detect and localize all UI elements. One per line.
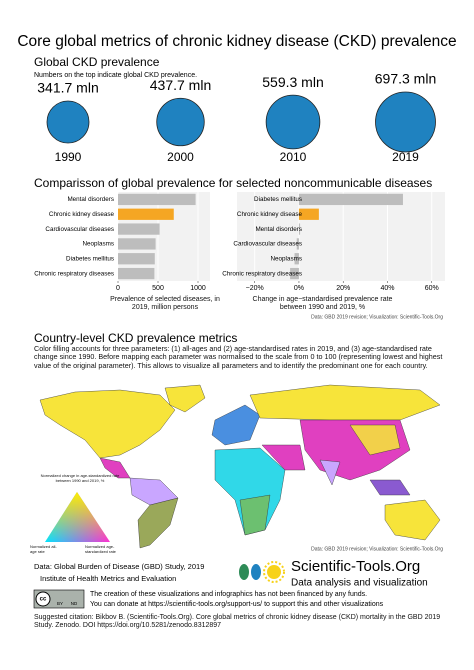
map-description: Color filling accounts for three paramet… — [34, 344, 443, 370]
source: Data: Global Burden of Disease (GBD) Stu… — [34, 562, 204, 571]
x-tick-label: −20% — [246, 285, 264, 292]
bar — [298, 193, 403, 206]
value-label: 697.3 mln — [375, 71, 436, 87]
section-title: Global CKD prevalence — [34, 55, 160, 69]
category-label: 2000 — [167, 150, 194, 164]
page-title: Core global metrics of chronic kidney di… — [17, 33, 456, 50]
bar — [298, 208, 319, 220]
map-legend — [45, 492, 110, 542]
y-tick-label: Chronic kidney disease — [49, 211, 115, 218]
bar — [118, 193, 196, 206]
bubble — [375, 91, 436, 153]
bubble — [265, 94, 321, 150]
donate: You can donate at https://scientific-too… — [90, 601, 384, 608]
y-tick-label: Neoplasms — [83, 241, 115, 248]
x-tick-label: 500 — [152, 285, 164, 292]
bubble — [46, 100, 90, 144]
y-tick-label: Chronic kidney disease — [237, 211, 303, 218]
plot-panel — [118, 192, 210, 281]
license-cc: cc — [40, 597, 47, 603]
bubble — [156, 97, 205, 147]
brand: Scientific-Tools.Org — [291, 558, 420, 575]
license-badge — [33, 589, 85, 609]
plot-panel — [237, 192, 445, 281]
x-axis-label: Prevalence of selected diseases, in 2019… — [110, 296, 220, 312]
legend-left: Normalized all-age rate — [30, 544, 57, 554]
bar — [296, 238, 299, 250]
value-label: 437.7 mln — [150, 77, 211, 93]
bar — [298, 223, 301, 235]
x-tick-label: 1000 — [190, 285, 206, 292]
bar — [290, 267, 299, 280]
y-tick-label: Chronic respiratory diseases — [222, 270, 302, 277]
bar — [294, 253, 299, 265]
y-tick-label: Diabetes mellitus — [66, 255, 114, 262]
tagline: Data analysis and visualization — [291, 578, 428, 589]
bar — [118, 238, 156, 250]
bar — [118, 267, 155, 280]
x-tick-label: 20% — [336, 285, 350, 292]
legend-right: Normalized age-standardized rate — [85, 544, 116, 554]
y-tick-label: Mental disorders — [67, 196, 114, 203]
chart-note: Data: GBD 2019 revision; Visualization: … — [311, 314, 443, 320]
license-nd: ND — [71, 601, 78, 606]
value-label: 559.3 mln — [262, 74, 323, 90]
bar — [118, 253, 155, 265]
y-tick-label: Chronic respiratory diseases — [34, 270, 114, 277]
citation: Suggested citation: Bikbov B. (Scientifi… — [34, 614, 441, 630]
x-tick-label: 40% — [380, 285, 394, 292]
value-label: 341.7 mln — [37, 80, 98, 96]
category-label: 2019 — [392, 150, 419, 164]
y-tick-label: Cardiovascular diseases — [233, 241, 302, 248]
x-tick-label: 0 — [116, 285, 120, 292]
funding: The creation of these visualizations and… — [90, 591, 367, 598]
x-tick-label: 60% — [425, 285, 439, 292]
logo — [239, 561, 285, 583]
x-axis-label: Change in age−standardised prevalence ra… — [252, 296, 393, 312]
section-title: Comparisson of global prevalence for sel… — [34, 176, 432, 190]
category-label: 2010 — [280, 150, 307, 164]
bar — [118, 223, 160, 235]
y-tick-label: Diabetes mellitus — [254, 196, 302, 203]
map-note: Data: GBD 2019 revision; Visualization: … — [311, 546, 443, 552]
bar — [118, 208, 174, 220]
legend-title: Normalized change in age-standardized ra… — [40, 473, 120, 483]
y-tick-label: Cardiovascular diseases — [45, 226, 114, 233]
license-by: BY — [57, 601, 63, 606]
world-map — [39, 384, 441, 549]
y-tick-label: Mental disorders — [255, 226, 302, 233]
y-tick-label: Neoplasms — [271, 255, 303, 262]
section-subtitle: Numbers on the top indicate global CKD p… — [34, 72, 197, 79]
section-title: Country-level CKD prevalence metrics — [34, 331, 237, 345]
institute: Institute of Health Metrics and Evaluati… — [40, 574, 176, 583]
category-label: 1990 — [55, 150, 82, 164]
x-tick-label: 0% — [294, 285, 304, 292]
